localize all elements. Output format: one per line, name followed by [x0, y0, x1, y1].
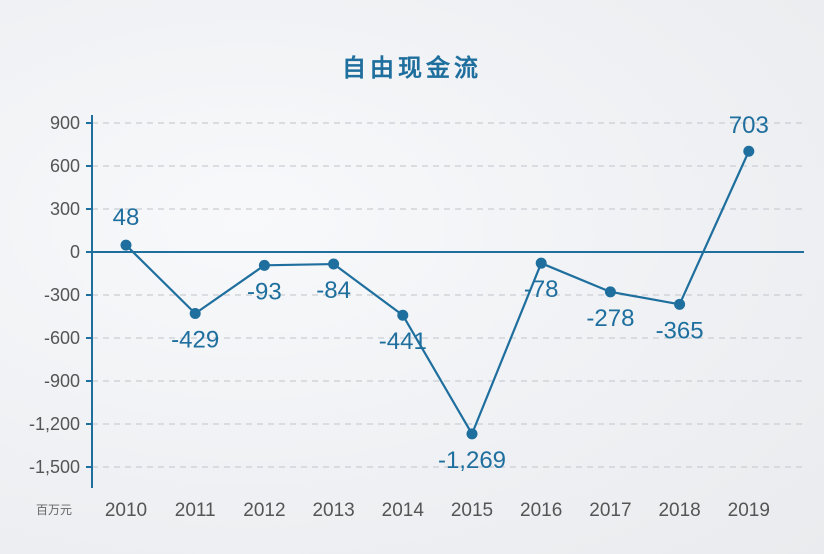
data-point: [604, 286, 616, 298]
gridlines: [92, 122, 804, 468]
data-label: 703: [729, 112, 769, 139]
x-tick-label: 2010: [105, 500, 147, 521]
data-point: [328, 258, 340, 270]
y-tick-label: 900: [50, 113, 80, 133]
y-tick-label: -1,200: [29, 414, 80, 434]
x-axis-ticks: 2010 2011 2012 2013 2014 2015 2016 2017 2018 2019: [105, 500, 770, 521]
data-label: -78: [524, 276, 559, 303]
series-line-path: [125, 150, 750, 435]
data-label: -365: [656, 317, 704, 344]
axes: [91, 115, 804, 488]
data-points: [120, 145, 755, 440]
chart-title: 自由现金流: [342, 54, 482, 82]
data-point: [189, 307, 201, 319]
data-label: -1,269: [438, 447, 506, 474]
y-tick-label: -900: [44, 371, 80, 391]
x-tick-label: 2016: [520, 500, 562, 521]
x-tick-label: 2018: [658, 500, 700, 521]
x-tick-label: 2017: [589, 500, 631, 521]
data-label: -429: [171, 326, 219, 353]
y-tick-label: 0: [70, 242, 80, 262]
x-tick-label: 2011: [175, 500, 216, 521]
data-label: -84: [316, 277, 351, 304]
data-labels: 48 -429 -93 -84 -441 -1,269 -78 -278 -365 703: [113, 112, 769, 474]
series-line: [125, 150, 750, 435]
data-point: [397, 309, 409, 321]
y-tick-label: 300: [50, 199, 80, 219]
y-unit-label: 百万元: [36, 503, 72, 517]
data-point: [674, 298, 686, 310]
data-point: [466, 428, 478, 440]
y-axis-ticks: 900 600 300 0 -300 -600 -900 -1,200 -1,500: [29, 113, 92, 477]
x-tick-label: 2015: [451, 500, 493, 521]
data-point: [535, 257, 547, 269]
x-tick-label: 2014: [382, 500, 425, 521]
data-label: -441: [379, 328, 427, 355]
data-point: [258, 259, 270, 271]
data-label: -278: [586, 305, 634, 332]
y-tick-label: -300: [44, 285, 80, 305]
y-tick-label: 600: [50, 156, 80, 176]
y-tick-label: -600: [44, 328, 80, 348]
x-tick-label: 2013: [312, 500, 354, 521]
data-label: -93: [247, 278, 282, 305]
data-point: [120, 239, 132, 251]
x-tick-label: 2019: [728, 500, 770, 521]
data-point: [743, 145, 755, 157]
y-tick-label: -1,500: [29, 457, 80, 477]
x-tick-label: 2012: [243, 500, 285, 521]
data-label: 48: [113, 204, 140, 231]
